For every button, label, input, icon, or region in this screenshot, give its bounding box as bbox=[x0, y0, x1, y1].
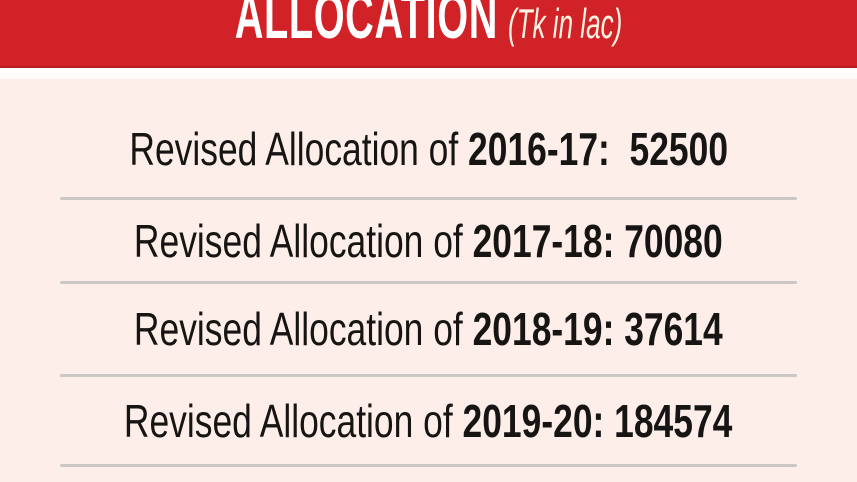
row-prefix: Revised Allocation of bbox=[129, 122, 468, 175]
allocation-row-text: Revised Allocation of 2016-17: 52500 bbox=[129, 126, 728, 172]
unit-label: (Tk in lac) bbox=[507, 0, 623, 47]
row-prefix: Revised Allocation of bbox=[124, 394, 463, 447]
row-divider bbox=[60, 374, 797, 377]
row-year-value: 2019-20: 184574 bbox=[462, 394, 733, 447]
header-text-group: ALLOCATION (Tk in lac) bbox=[163, 0, 694, 48]
row-prefix: Revised Allocation of bbox=[134, 214, 473, 267]
header-banner: ALLOCATION (Tk in lac) bbox=[0, 0, 857, 68]
allocation-row-text: Revised Allocation of 2018-19: 37614 bbox=[134, 306, 723, 352]
row-year-value: 2016-17: 52500 bbox=[467, 122, 728, 175]
row-year-value: 2017-18: 70080 bbox=[472, 214, 723, 267]
row-year-value: 2018-19: 37614 bbox=[472, 303, 723, 355]
row-prefix: Revised Allocation of bbox=[134, 303, 473, 355]
row-divider bbox=[60, 281, 797, 284]
row-divider bbox=[60, 464, 797, 467]
allocation-row-text: Revised Allocation of 2019-20: 184574 bbox=[124, 398, 732, 444]
allocation-row-text: Revised Allocation of 2017-18: 70080 bbox=[134, 218, 723, 264]
page-title: ALLOCATION bbox=[234, 0, 499, 52]
allocation-row: Revised Allocation of 2018-19: 37614 bbox=[0, 284, 857, 374]
allocation-row: Revised Allocation of 2016-17: 52500 bbox=[0, 79, 857, 197]
row-divider bbox=[60, 197, 797, 200]
banner-body-separator bbox=[0, 68, 857, 79]
allocation-row: Revised Allocation of 2017-18: 70080 bbox=[0, 200, 857, 281]
allocation-rows: Revised Allocation of 2016-17: 52500 Rev… bbox=[0, 79, 857, 467]
allocation-row: Revised Allocation of 2019-20: 184574 bbox=[0, 377, 857, 464]
